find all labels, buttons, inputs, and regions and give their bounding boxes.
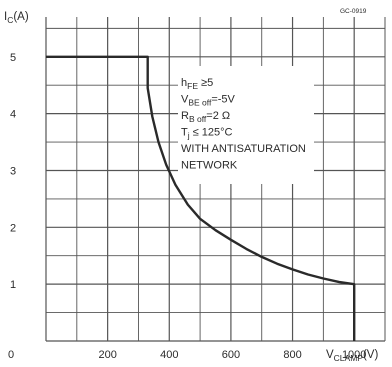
annotation-box: hFE ≥5 VBE off=-5V RB off=2 Ω Tj ≤ 125°C WIT… [178,66,314,184]
annotation-background [178,66,314,184]
annotation-main: NETWORK [181,160,238,172]
y-tick-label: 5 [10,52,16,64]
annotation-sub: BE off [188,98,212,108]
annotation-rest: =-5V [211,94,235,106]
y-tick-label: 2 [10,222,16,234]
annotation-sub: B off [189,114,207,124]
y-axis-title-sub: C [7,15,13,25]
y-tick-label: 4 [10,109,16,121]
annotation-main: R [181,110,189,122]
x-tick-label: 200 [98,349,116,361]
y-axis-title-main: I [4,11,7,23]
series-line [46,55,356,341]
annotation-main: T [181,127,188,139]
reference-code: GC-0919 [340,8,367,15]
x-tick-label: 400 [160,349,178,361]
x-axis-title: VCLAMP(V) [326,349,378,363]
x-axis-title-unit: (V) [363,349,379,361]
x-tick-label: 600 [222,349,240,361]
annotation-main: h [181,77,187,89]
annotation-line: Tj ≤ 125°C [181,127,233,141]
annotation-sub: j [187,131,190,141]
annotation-line: NETWORK [181,160,238,172]
annotation-rest: =2 Ω [206,110,230,122]
y-axis-title: IC(A) [4,11,29,25]
x-axis-title-main: V [326,349,334,361]
annotation-main: WITH ANTISATURATION [181,143,306,155]
annotation-line: RB off=2 Ω [181,110,230,124]
tick-labels: 0 200 400 600 800 1000 1 2 3 4 5 [8,52,366,361]
x-axis-title-sub: CLAMP [334,353,364,363]
annotation-line: VBE off=-5V [181,94,236,108]
annotation-rest: ≤ 125°C [190,127,233,139]
annotation-main: V [181,94,189,106]
curve-layer [46,55,356,341]
y-tick-label: 1 [10,279,16,291]
x-tick-label: 800 [283,349,301,361]
x-tick-label: 1000 [342,349,366,361]
y-axis-title-unit: (A) [13,11,29,23]
x-tick-label: 0 [8,349,14,361]
annotation-line: WITH ANTISATURATION [181,143,306,155]
annotation-rest: ≥5 [198,77,213,89]
annotation-line: hFE ≥5 [181,77,213,91]
annotation-sub: FE [187,81,198,91]
y-tick-label: 3 [10,165,16,177]
